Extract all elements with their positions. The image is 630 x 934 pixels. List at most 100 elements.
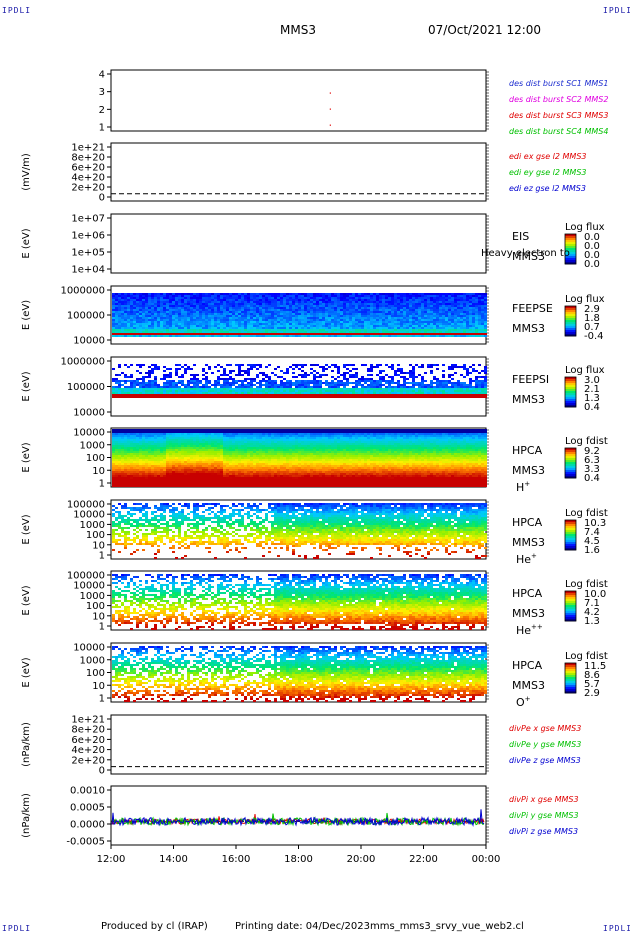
heat-cell xyxy=(412,382,415,384)
colorbar-swatch xyxy=(565,466,576,469)
heat-cell xyxy=(352,335,355,337)
heat-cell xyxy=(451,335,454,337)
heat-cell xyxy=(301,319,304,321)
heat-cell xyxy=(148,307,151,309)
heat-cell xyxy=(376,374,379,376)
heat-cell xyxy=(286,321,289,323)
heat-cell xyxy=(451,305,454,307)
heat-cell xyxy=(118,390,121,392)
heat-cell xyxy=(457,329,460,331)
heat-cell xyxy=(223,392,226,394)
heat-cell xyxy=(145,372,148,374)
heat-cell xyxy=(190,390,193,392)
heat-cell xyxy=(409,305,412,307)
heat-cell xyxy=(376,392,379,394)
legend-entry: des dist burst SC1 MMS1 xyxy=(509,79,608,88)
heat-cell xyxy=(370,321,373,323)
heat-cell xyxy=(145,297,148,299)
heat-cell xyxy=(442,313,445,315)
heat-cell xyxy=(331,376,334,378)
heat-cell xyxy=(307,315,310,317)
heat-cell xyxy=(172,388,175,390)
heat-cell xyxy=(232,331,235,333)
heat-cell xyxy=(187,396,190,398)
heat-cell xyxy=(289,299,292,301)
heat-cell xyxy=(292,311,295,313)
heat-cell xyxy=(166,469,169,471)
heat-cell xyxy=(382,301,385,303)
heat-cell xyxy=(238,370,241,372)
heat-cell xyxy=(295,364,298,366)
heat-cell xyxy=(139,483,142,485)
heat-cell xyxy=(205,309,208,311)
heat-cell xyxy=(460,321,463,323)
heat-cell xyxy=(418,392,421,394)
heat-cell xyxy=(370,390,373,392)
heat-cell xyxy=(373,305,376,307)
heat-cell xyxy=(298,384,301,386)
heat-cell xyxy=(427,325,430,327)
heat-cell xyxy=(484,386,487,388)
heat-cell xyxy=(418,384,421,386)
heat-cell xyxy=(358,313,361,315)
heat-cell xyxy=(337,390,340,392)
heat-cell xyxy=(235,297,238,299)
heat-cell xyxy=(277,325,280,327)
heat-cell xyxy=(217,390,220,392)
heat-cell xyxy=(130,469,133,471)
heat-cell xyxy=(202,378,205,380)
heat-cell xyxy=(205,325,208,327)
heat-cell xyxy=(214,325,217,327)
heat-cell xyxy=(145,299,148,301)
heat-cell xyxy=(346,327,349,329)
heat-cell xyxy=(118,380,121,382)
heat-cell xyxy=(172,325,175,327)
heat-cell xyxy=(286,317,289,319)
heat-cell xyxy=(445,323,448,325)
heat-cell xyxy=(469,366,472,368)
heat-cell xyxy=(145,388,148,390)
heat-cell xyxy=(277,323,280,325)
heat-cell xyxy=(148,441,151,443)
heat-cell xyxy=(229,378,232,380)
heat-cell xyxy=(118,299,121,301)
heat-cell xyxy=(244,384,247,386)
heat-cell xyxy=(412,331,415,333)
heat-cell xyxy=(484,331,487,333)
heat-cell xyxy=(196,311,199,313)
heat-cell xyxy=(403,323,406,325)
heat-cell xyxy=(169,394,172,396)
heat-cell xyxy=(370,374,373,376)
heat-cell xyxy=(157,441,160,443)
heat-cell xyxy=(481,335,484,337)
heat-cell xyxy=(232,293,235,295)
heat-cell xyxy=(142,384,145,386)
heat-cell xyxy=(340,390,343,392)
heat-cell xyxy=(190,317,193,319)
heat-cell xyxy=(142,313,145,315)
heat-cell xyxy=(181,317,184,319)
heat-cell xyxy=(334,303,337,305)
heat-cell xyxy=(373,307,376,309)
heat-cell xyxy=(394,386,397,388)
heat-cell xyxy=(277,293,280,295)
heat-cell xyxy=(271,305,274,307)
heat-cell xyxy=(325,317,328,319)
heat-cell xyxy=(388,394,391,396)
heat-cell xyxy=(277,307,280,309)
heat-cell xyxy=(322,323,325,325)
heat-cell xyxy=(157,461,160,463)
heat-cell xyxy=(130,451,133,453)
heat-cell xyxy=(247,394,250,396)
heat-cell xyxy=(373,319,376,321)
heat-cell xyxy=(475,390,478,392)
heat-cell xyxy=(250,331,253,333)
heat-cell xyxy=(154,307,157,309)
heat-cell xyxy=(418,366,421,368)
heat-cell xyxy=(241,299,244,301)
heat-cell xyxy=(160,483,163,485)
heat-cell xyxy=(367,317,370,319)
heat-cell xyxy=(316,388,319,390)
heat-cell xyxy=(316,307,319,309)
heat-cell xyxy=(298,321,301,323)
